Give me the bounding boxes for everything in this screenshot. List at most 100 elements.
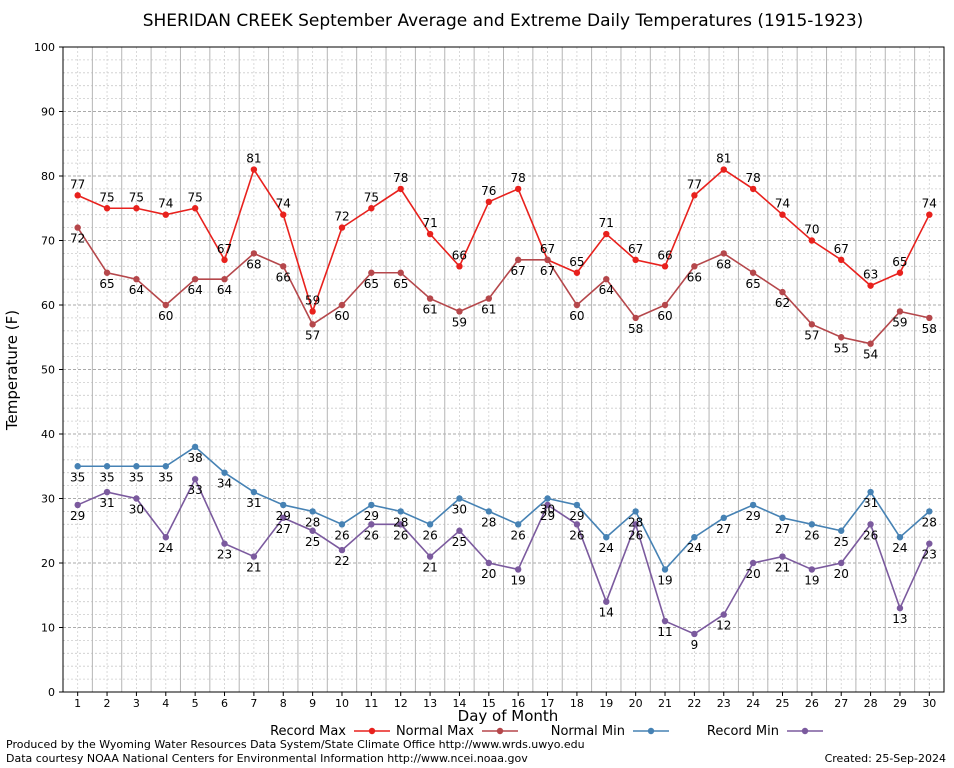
- x-tick-label: 27: [834, 697, 848, 710]
- data-label: 59: [452, 315, 467, 329]
- x-tick-label: 29: [893, 697, 907, 710]
- data-point: [456, 495, 463, 502]
- data-point: [280, 263, 287, 270]
- data-label: 60: [158, 309, 173, 323]
- data-point: [926, 508, 933, 515]
- x-tick-label: 23: [717, 697, 731, 710]
- data-label: 23: [922, 548, 937, 562]
- data-label: 67: [540, 242, 555, 256]
- data-point: [309, 527, 316, 534]
- data-point: [867, 340, 874, 347]
- data-point: [514, 256, 522, 264]
- data-label: 67: [540, 264, 555, 278]
- data-point: [280, 211, 287, 218]
- data-label: 65: [364, 277, 379, 291]
- y-tick-label: 0: [48, 686, 55, 699]
- data-label: 12: [716, 619, 731, 633]
- data-label: 28: [481, 515, 496, 529]
- data-point: [632, 256, 639, 264]
- x-tick-label: 26: [805, 697, 819, 710]
- data-label: 26: [334, 528, 349, 542]
- data-point: [397, 508, 404, 515]
- data-point: [749, 185, 757, 193]
- data-point: [779, 553, 786, 560]
- y-tick-label: 50: [41, 364, 55, 377]
- data-label: 35: [158, 470, 173, 484]
- data-point: [74, 501, 81, 509]
- data-point: [808, 521, 816, 528]
- legend-label: Record Max: [270, 724, 346, 739]
- data-point: [162, 463, 169, 470]
- x-tick-label: 19: [599, 697, 613, 710]
- data-label: 65: [569, 255, 584, 269]
- data-point: [368, 269, 375, 276]
- data-label: 77: [687, 177, 702, 191]
- data-point: [926, 211, 933, 218]
- x-tick-label: 24: [746, 697, 760, 710]
- data-point: [250, 250, 258, 257]
- data-point: [485, 508, 493, 515]
- data-label: 64: [188, 283, 203, 297]
- data-point: [838, 527, 845, 534]
- data-label: 25: [834, 535, 849, 549]
- data-point: [456, 527, 463, 534]
- x-tick-label: 3: [133, 697, 140, 710]
- data-labels: 77 75 75 74 75 67 81 74 59 72 75 78 71 66 76 78 67 65 71 67…: [70, 152, 937, 652]
- data-point: [221, 256, 228, 264]
- y-tick-label: 100: [34, 41, 55, 54]
- x-tick-label: 11: [364, 697, 378, 710]
- x-tick-label: 9: [309, 697, 316, 710]
- data-point: [74, 192, 81, 199]
- data-label: 61: [481, 303, 496, 317]
- data-label: 58: [628, 322, 643, 336]
- series-line: [77, 227, 930, 345]
- legend-swatch-marker: [368, 727, 376, 735]
- data-point: [250, 488, 258, 496]
- x-tick-label: 30: [922, 697, 936, 710]
- data-label: 75: [188, 190, 203, 204]
- data-label: 57: [804, 328, 819, 342]
- x-tick-label: 25: [775, 697, 789, 710]
- data-point: [896, 534, 904, 541]
- x-tick-label: 10: [335, 697, 349, 710]
- data-label: 65: [745, 277, 760, 291]
- data-point: [485, 198, 493, 205]
- data-point: [221, 540, 228, 547]
- x-tick-label: 21: [658, 697, 672, 710]
- data-label: 24: [892, 541, 907, 555]
- data-point: [103, 488, 111, 496]
- data-label: 31: [863, 496, 878, 510]
- data-label: 74: [158, 197, 173, 211]
- data-point: [397, 269, 404, 276]
- data-label: 71: [422, 216, 437, 230]
- data-point: [867, 488, 874, 496]
- data-point: [603, 598, 610, 605]
- data-label: 78: [745, 171, 760, 185]
- data-label: 27: [716, 522, 731, 536]
- footer-data-courtesy: Data courtesy NOAA National Centers for …: [6, 752, 528, 765]
- data-point: [867, 282, 874, 289]
- data-label: 72: [70, 232, 85, 246]
- data-point: [338, 301, 346, 309]
- series-layer: [74, 166, 933, 638]
- data-point: [456, 263, 463, 270]
- data-point: [397, 185, 404, 193]
- data-label: 29: [745, 509, 760, 523]
- data-point: [544, 501, 551, 509]
- data-point: [221, 276, 228, 283]
- legend-label: Normal Max: [396, 724, 474, 739]
- data-label: 28: [628, 515, 643, 529]
- data-point: [280, 514, 287, 522]
- data-point: [133, 276, 140, 283]
- data-point: [368, 501, 375, 509]
- data-point: [309, 321, 316, 328]
- data-label: 25: [452, 535, 467, 549]
- footer-created-date: Created: 25-Sep-2024: [825, 752, 946, 765]
- data-point: [779, 514, 786, 522]
- data-label: 28: [922, 515, 937, 529]
- x-tick-label: 17: [541, 697, 555, 710]
- x-tick-label: 14: [452, 697, 466, 710]
- data-label: 26: [569, 528, 584, 542]
- data-point: [808, 321, 816, 328]
